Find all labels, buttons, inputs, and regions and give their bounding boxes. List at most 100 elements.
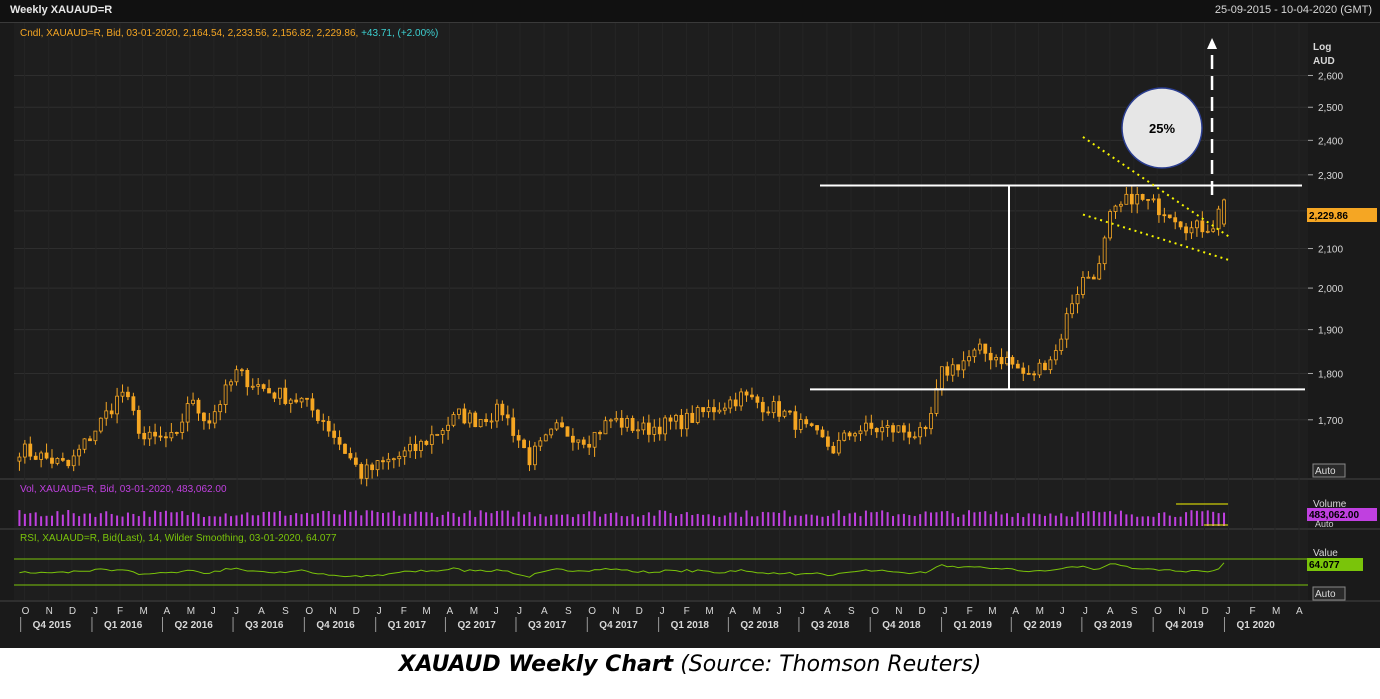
volume-bar — [973, 512, 976, 526]
month-label: S — [282, 606, 289, 617]
volume-bar — [338, 514, 341, 526]
volume-bar — [783, 510, 786, 526]
volume-bar — [685, 512, 688, 526]
candle-body — [294, 399, 299, 403]
volume-bar — [935, 512, 938, 526]
volume-bar — [680, 514, 683, 526]
candle-body — [267, 388, 271, 394]
volume-bar — [1098, 512, 1101, 526]
candle-body — [744, 391, 749, 396]
candle-body — [131, 396, 136, 411]
rsi-auto-label: Auto — [1315, 589, 1336, 600]
volume-bar — [919, 514, 922, 526]
volume-bar — [300, 514, 303, 526]
candle-body — [1102, 237, 1107, 265]
price-auto-button[interactable] — [1312, 463, 1346, 478]
candle-body — [256, 384, 261, 387]
month-label: J — [211, 606, 216, 617]
candle-body — [343, 443, 347, 454]
volume-bar — [78, 516, 81, 526]
volume-bar — [430, 512, 433, 526]
volume-bar — [289, 515, 292, 526]
volume-bar — [213, 516, 216, 526]
volume-legend: Vol, XAUAUD=R, Bid, 03-01-2020, 483,062.… — [20, 484, 227, 495]
volume-bar — [778, 512, 781, 526]
volume-bar — [273, 512, 276, 526]
candle-body — [180, 421, 185, 433]
candle-body — [326, 420, 331, 432]
quarter-label: Q3 2018 — [811, 620, 850, 631]
volume-bar — [235, 515, 238, 526]
candle-body — [1167, 214, 1172, 219]
volume-bar — [45, 515, 48, 526]
candle-body — [457, 408, 461, 415]
volume-bar — [170, 512, 173, 526]
month-label: J — [943, 606, 948, 617]
volume-bar — [821, 516, 824, 526]
volume-bar — [1136, 516, 1139, 526]
candle-body — [961, 360, 966, 371]
candle-body — [565, 426, 570, 437]
candle-body — [424, 440, 429, 445]
candle-body — [988, 352, 993, 361]
volume-bar — [577, 514, 580, 526]
volume-bar — [414, 511, 417, 526]
candle-body — [706, 407, 711, 413]
candle-body — [299, 397, 304, 403]
volume-bar — [72, 513, 75, 526]
candle-body — [923, 426, 928, 430]
volume-bar — [1185, 512, 1188, 526]
candle-body — [885, 425, 890, 428]
volume-bar — [23, 513, 26, 526]
volume-bar — [669, 513, 672, 526]
volume-bar — [756, 516, 759, 526]
volume-bar — [306, 512, 309, 526]
candle-body — [934, 388, 939, 414]
volume-bar — [349, 511, 352, 526]
volume-bar — [343, 510, 346, 526]
month-label: J — [1060, 606, 1065, 617]
volume-bar — [1016, 513, 1019, 526]
rsi-axis-title: Value — [1313, 548, 1338, 559]
volume-bar — [1157, 512, 1160, 526]
candle-body — [1075, 294, 1080, 305]
volume-bar — [968, 510, 971, 526]
quarter-label: Q3 2019 — [1094, 620, 1133, 631]
month-label: A — [541, 606, 548, 617]
candle-body — [337, 437, 342, 445]
candle-body — [77, 448, 82, 457]
volume-bar — [322, 510, 325, 526]
volume-bar — [116, 515, 119, 526]
candle-body — [983, 343, 988, 354]
candle-body — [1222, 199, 1226, 225]
volume-bar — [620, 516, 623, 526]
candle-body — [1162, 214, 1167, 217]
volume-bar — [121, 516, 124, 526]
quarter-label: Q1 2018 — [671, 620, 710, 631]
candle-body — [17, 456, 22, 462]
candle-body — [212, 411, 217, 424]
volume-bar — [1212, 511, 1215, 526]
candle-body — [28, 443, 33, 457]
month-label: F — [967, 606, 973, 617]
volume-bar — [490, 513, 493, 526]
volume-auto-label[interactable]: Auto — [1315, 519, 1334, 529]
volume-bar — [18, 510, 21, 526]
rsi-auto-button[interactable] — [1312, 586, 1346, 601]
candle-body — [202, 412, 206, 422]
y-tick-label: 2,500 — [1318, 103, 1343, 114]
candle-body — [147, 431, 152, 440]
volume-bar — [495, 510, 498, 526]
candle-body — [543, 434, 548, 442]
month-label: F — [684, 606, 690, 617]
candle-body — [451, 414, 456, 426]
candle-body — [641, 422, 646, 431]
volume-bar — [208, 516, 211, 526]
month-label: A — [824, 606, 831, 617]
volume-bar — [908, 515, 911, 526]
candle-body — [305, 397, 309, 400]
volume-bar — [528, 512, 531, 526]
volume-bar — [262, 511, 265, 526]
volume-bar — [626, 516, 629, 526]
candle-body — [1043, 362, 1047, 371]
